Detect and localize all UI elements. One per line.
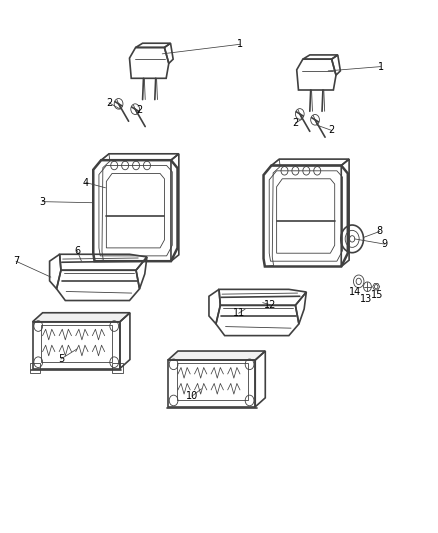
Text: 11: 11 bbox=[233, 308, 245, 318]
Text: 15: 15 bbox=[371, 290, 383, 300]
Text: 13: 13 bbox=[360, 294, 372, 304]
Text: 5: 5 bbox=[58, 354, 64, 364]
Text: 2: 2 bbox=[106, 98, 112, 108]
Text: 9: 9 bbox=[382, 239, 388, 249]
Text: 6: 6 bbox=[74, 246, 80, 255]
Text: 14: 14 bbox=[349, 287, 361, 297]
Text: 2: 2 bbox=[136, 105, 143, 115]
Text: 3: 3 bbox=[39, 197, 45, 207]
Text: 8: 8 bbox=[377, 227, 383, 237]
Text: 2: 2 bbox=[328, 125, 335, 135]
Text: 10: 10 bbox=[186, 391, 198, 401]
Text: 2: 2 bbox=[292, 118, 299, 128]
Text: 12: 12 bbox=[264, 300, 277, 310]
Text: 1: 1 bbox=[237, 39, 243, 49]
Polygon shape bbox=[32, 313, 130, 322]
Text: 4: 4 bbox=[83, 177, 89, 188]
Polygon shape bbox=[168, 351, 265, 360]
Text: 7: 7 bbox=[13, 256, 19, 266]
Text: 1: 1 bbox=[378, 62, 384, 71]
